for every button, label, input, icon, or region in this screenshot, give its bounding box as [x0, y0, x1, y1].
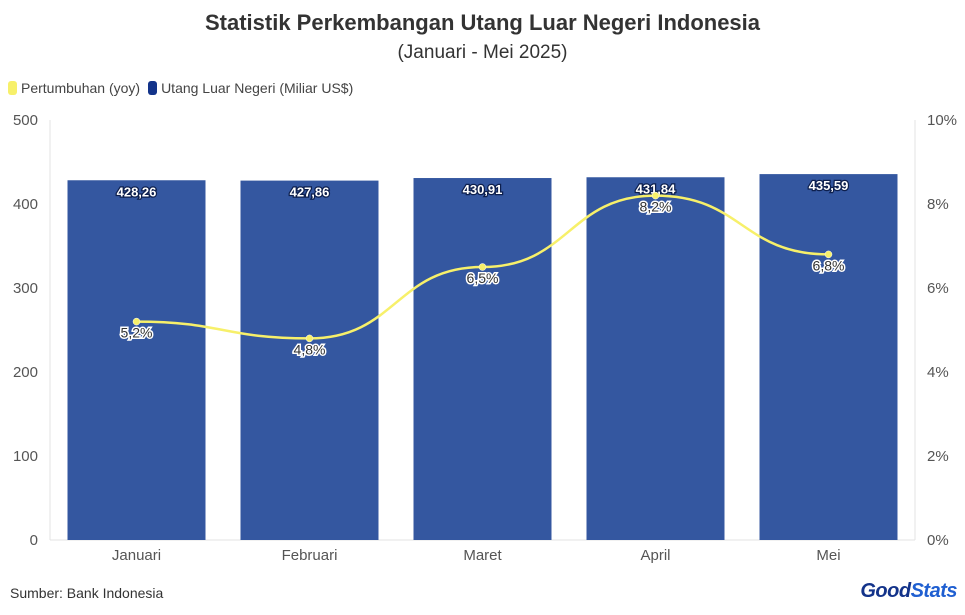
- bar-value-label: 431,84: [636, 181, 677, 196]
- y-tick-label-left: 100: [13, 448, 38, 465]
- legend-item-growth[interactable]: Pertumbuhan (yoy): [8, 80, 140, 96]
- y-tick-label-left: 400: [13, 196, 38, 213]
- source-note: Sumber: Bank Indonesia: [10, 585, 164, 601]
- y-tick-label-right: 8%: [927, 196, 949, 213]
- growth-value-label: 8,2%: [640, 199, 672, 215]
- bar[interactable]: [240, 180, 379, 540]
- brand-logo-part1: Good: [860, 580, 911, 602]
- bar[interactable]: [759, 174, 898, 540]
- legend-swatch-growth: [8, 81, 17, 95]
- bar[interactable]: [586, 177, 725, 540]
- chart-subtitle: (Januari - Mei 2025): [397, 42, 568, 63]
- legend-label-growth: Pertumbuhan (yoy): [21, 80, 141, 96]
- growth-point[interactable]: [478, 263, 487, 271]
- y-tick-label-right: 2%: [927, 448, 949, 465]
- brand-logo: GoodStats: [860, 580, 957, 603]
- x-tick-label: Februari: [282, 547, 338, 564]
- y-tick-label-left: 300: [13, 280, 38, 297]
- x-tick-label: Januari: [112, 547, 161, 564]
- y-tick-label-right: 0%: [927, 532, 949, 549]
- y-tick-label-left: 200: [13, 364, 38, 381]
- legend-label-debt: Utang Luar Negeri (Miliar US$): [161, 80, 354, 96]
- legend: Pertumbuhan (yoy) Utang Luar Negeri (Mil…: [8, 80, 361, 96]
- x-tick-label: Mei: [816, 547, 840, 564]
- y-tick-label-right: 10%: [927, 112, 957, 129]
- legend-swatch-debt: [148, 81, 158, 95]
- growth-value-label: 5,2%: [121, 325, 153, 341]
- growth-value-label: 6,5%: [467, 270, 499, 286]
- growth-point[interactable]: [132, 317, 141, 326]
- chart-title: Statistik Perkembangan Utang Luar Negeri…: [204, 10, 761, 35]
- x-tick-label: April: [640, 547, 670, 564]
- y-tick-label-right: 6%: [927, 280, 949, 297]
- growth-point[interactable]: [824, 250, 833, 259]
- legend-item-debt[interactable]: Utang Luar Negeri (Miliar US$): [148, 80, 353, 96]
- x-tick-label: Maret: [463, 547, 502, 564]
- growth-point[interactable]: [651, 191, 660, 200]
- bar-value-label: 435,59: [809, 178, 849, 193]
- growth-point[interactable]: [305, 334, 314, 343]
- growth-value-label: 4,8%: [294, 341, 326, 357]
- bar-value-label: 428,26: [117, 184, 157, 199]
- bar[interactable]: [67, 180, 206, 540]
- y-tick-label-left: 500: [13, 112, 38, 129]
- bar-value-label: 427,86: [290, 185, 330, 200]
- growth-value-label: 6,8%: [813, 257, 845, 273]
- y-tick-label-left: 0: [30, 532, 38, 549]
- bar-value-label: 430,91: [463, 182, 503, 197]
- brand-logo-part2: Stats: [910, 580, 958, 602]
- bar[interactable]: [413, 178, 552, 541]
- y-tick-label-right: 4%: [927, 364, 949, 381]
